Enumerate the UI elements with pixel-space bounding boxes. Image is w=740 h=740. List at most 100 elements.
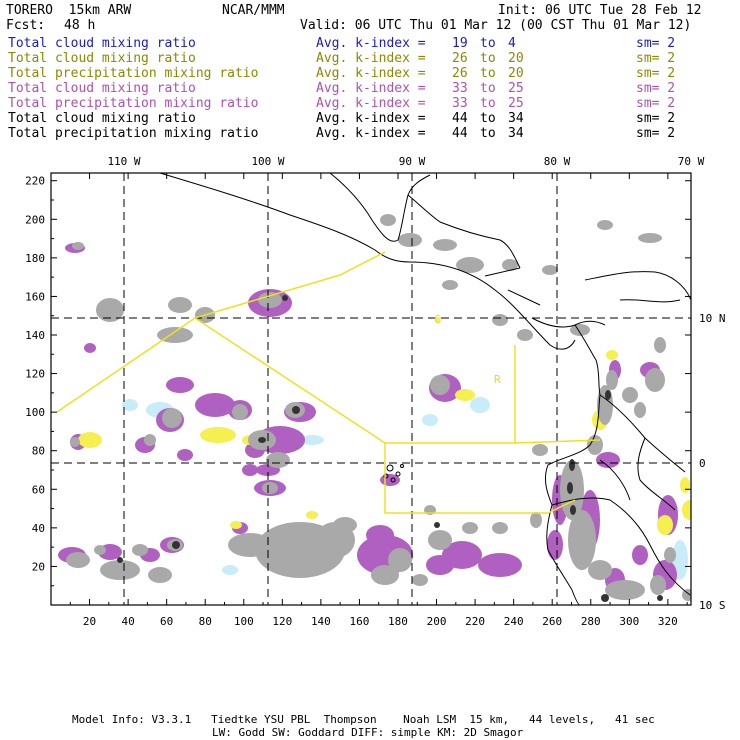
legend-field: Total cloud mixing ratio — [8, 36, 196, 51]
legend-to-word: to — [480, 51, 496, 66]
legend-to: 25 — [508, 81, 524, 96]
gray-shading — [66, 214, 691, 601]
legend-from: 19 — [452, 36, 468, 51]
legend-to: 34 — [508, 126, 524, 141]
valid-time: Valid: 06 UTC Thu 01 Mar 12 (00 CST Thu … — [300, 18, 692, 33]
legend-to-word: to — [480, 66, 496, 81]
longitude-label: 110 W — [107, 155, 140, 168]
legend-row: Total cloud mixing ratio Avg. k-index = 44… — [8, 111, 728, 126]
galapagos-islands — [383, 464, 404, 483]
init-time: Init: 06 UTC Tue 28 Feb 12 — [498, 3, 702, 18]
region-letter-r: R — [494, 373, 501, 386]
x-tick-label: 180 — [388, 615, 408, 628]
legend-index-label: Avg. k-index = — [316, 96, 426, 111]
y-tick-label: 100 — [25, 406, 45, 419]
y-tick-label: 60 — [32, 483, 45, 496]
model-info-line-2: LW: Godd SW: Goddard DIFF: simple KM: 2D… — [212, 726, 524, 739]
legend-to: 20 — [508, 51, 524, 66]
legend-smoothing: sm= 2 — [636, 51, 676, 66]
x-tick-label: 160 — [349, 615, 369, 628]
shading-layer — [51, 173, 691, 605]
legend-row: Total precipitation mixing ratio Avg. k-i… — [8, 96, 728, 111]
x-tick-label: 120 — [272, 615, 292, 628]
dark-shading — [117, 295, 663, 602]
legend-from: 33 — [452, 81, 468, 96]
legend-row: Total precipitation mixing ratio Avg. k-i… — [8, 66, 728, 81]
legend-from: 44 — [452, 111, 468, 126]
legend-field: Total cloud mixing ratio — [8, 81, 196, 96]
axis-layer: 20 40 60 80 100 120 140 160 180 200 220 240 260 280 30… — [25, 155, 725, 628]
longitude-label: 70 W — [678, 155, 705, 168]
y-tick-label: 120 — [25, 368, 45, 381]
legend-index-label: Avg. k-index = — [316, 66, 426, 81]
model-info-line-1: Model Info: V3.3.1 Tiedtke YSU PBL Thomp… — [72, 713, 655, 726]
model-title: TORERO 15km ARW — [6, 3, 132, 18]
legend-to-word: to — [480, 81, 496, 96]
latitude-label: 10 S — [699, 599, 726, 612]
lat-lon-grid — [51, 173, 691, 605]
x-tick-label: 220 — [465, 615, 485, 628]
x-tick-label: 260 — [542, 615, 562, 628]
x-tick-label: 60 — [160, 615, 173, 628]
legend-to-word: to — [480, 36, 496, 51]
legend-index-label: Avg. k-index = — [316, 111, 426, 126]
legend-smoothing: sm= 2 — [636, 126, 676, 141]
legend-index-label: Avg. k-index = — [316, 51, 426, 66]
y-tick-label: 40 — [32, 522, 45, 535]
y-tick-label: 140 — [25, 329, 45, 342]
legend-smoothing: sm= 2 — [636, 96, 676, 111]
region-letter-c: C — [434, 313, 441, 326]
legend-field: Total cloud mixing ratio — [8, 51, 196, 66]
y-tick-label: 160 — [25, 290, 45, 303]
x-tick-label: 20 — [83, 615, 96, 628]
x-tick-label: 320 — [658, 615, 678, 628]
legend-index-label: Avg. k-index = — [316, 126, 426, 141]
y-tick-label: 80 — [32, 445, 45, 458]
legend-from: 26 — [452, 66, 468, 81]
legend-smoothing: sm= 2 — [636, 36, 676, 51]
legend-to-word: to — [480, 111, 496, 126]
legend-index-label: Avg. k-index = — [316, 36, 426, 51]
legend-index-label: Avg. k-index = — [316, 81, 426, 96]
forecast-label: Fcst: — [6, 18, 46, 33]
y-tick-label: 180 — [25, 252, 45, 265]
legend-field: Total precipitation mixing ratio — [8, 96, 259, 111]
longitude-label: 100 W — [251, 155, 284, 168]
x-tick-label: 200 — [427, 615, 447, 628]
legend-to-word: to — [480, 96, 496, 111]
latitude-label: 0 — [699, 457, 706, 470]
legend-field: Total precipitation mixing ratio — [8, 126, 259, 141]
legend-from: 33 — [452, 96, 468, 111]
x-tick-label: 40 — [121, 615, 134, 628]
x-tick-label: 100 — [234, 615, 254, 628]
legend-smoothing: sm= 2 — [636, 111, 676, 126]
legend-to: 20 — [508, 66, 524, 81]
forecast-hour: 48 h — [64, 18, 96, 33]
domain-outline — [56, 251, 601, 514]
legend-smoothing: sm= 2 — [636, 81, 676, 96]
legend-from: 26 — [452, 51, 468, 66]
coastlines — [159, 173, 691, 605]
legend-row: Total cloud mixing ratio Avg. k-index = 26… — [8, 51, 728, 66]
legend-smoothing: sm= 2 — [636, 66, 676, 81]
y-tick-label: 20 — [32, 560, 45, 573]
x-tick-label: 140 — [311, 615, 331, 628]
plot-frame — [50, 172, 692, 606]
legend-field: Total precipitation mixing ratio — [8, 66, 259, 81]
y-tick-label: 220 — [25, 175, 45, 188]
legend-from: 44 — [452, 126, 468, 141]
legend-to: 25 — [508, 96, 524, 111]
longitude-label: 90 W — [399, 155, 426, 168]
legend-row: Total cloud mixing ratio Avg. k-index = 19… — [8, 36, 728, 51]
y-tick-label: 200 — [25, 213, 45, 226]
legend-row: Total cloud mixing ratio Avg. k-index = 33… — [8, 81, 728, 96]
x-tick-label: 300 — [619, 615, 639, 628]
legend-to: 4 — [508, 36, 516, 51]
latitude-label: 10 N — [699, 312, 726, 325]
legend-to-word: to — [480, 126, 496, 141]
x-tick-label: 280 — [581, 615, 601, 628]
legend-row: Total precipitation mixing ratio Avg. k-i… — [8, 126, 728, 141]
legend-to: 34 — [508, 111, 524, 126]
x-tick-label: 80 — [199, 615, 212, 628]
